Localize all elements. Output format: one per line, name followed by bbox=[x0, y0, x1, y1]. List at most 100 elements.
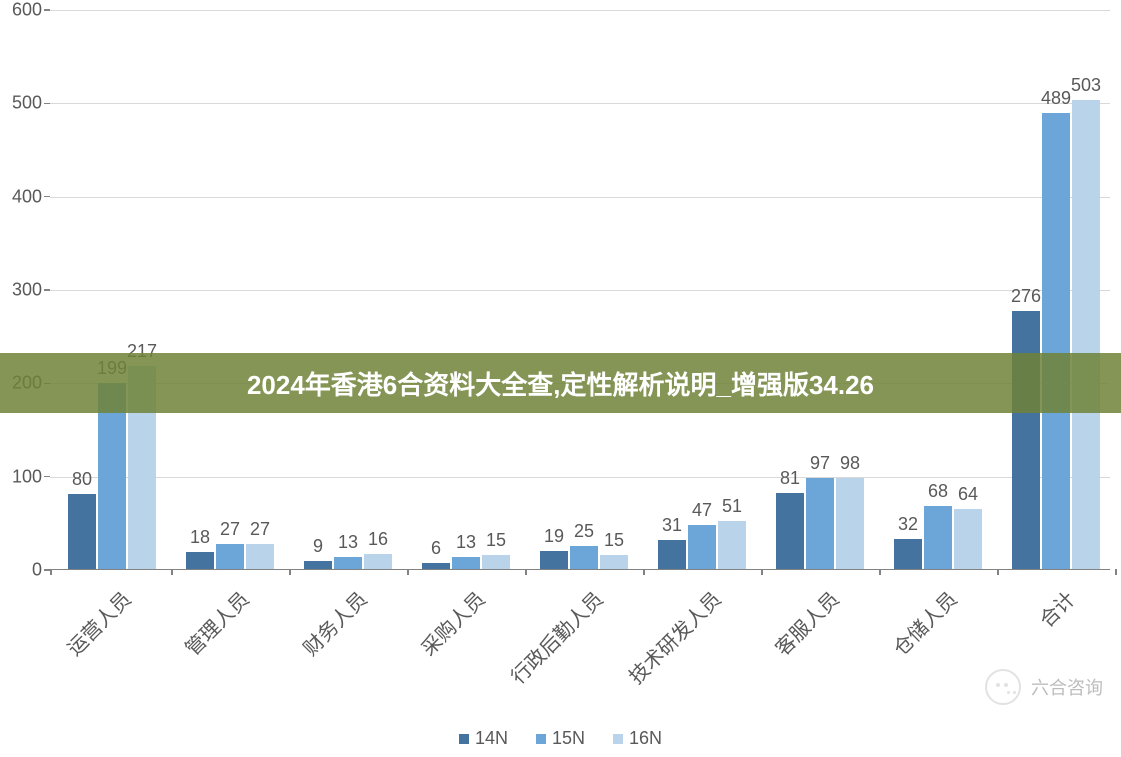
bar-value-label: 32 bbox=[898, 514, 918, 535]
y-tick-label: 0 bbox=[0, 560, 42, 581]
gridline bbox=[50, 10, 1110, 11]
gridline bbox=[50, 477, 1110, 478]
x-category-label: 技术研发人员 bbox=[621, 584, 726, 689]
bar bbox=[658, 540, 686, 569]
bar bbox=[1072, 100, 1100, 569]
gridline bbox=[50, 197, 1110, 198]
bar bbox=[924, 506, 952, 569]
x-category-label: 合计 bbox=[1032, 584, 1081, 633]
bar bbox=[806, 478, 834, 569]
x-tickmark bbox=[171, 569, 173, 575]
gridline bbox=[50, 290, 1110, 291]
y-tick-label: 400 bbox=[0, 186, 42, 207]
x-tickmark bbox=[1115, 569, 1117, 575]
y-tick-label: 500 bbox=[0, 93, 42, 114]
bar-value-label: 97 bbox=[810, 453, 830, 474]
bar bbox=[570, 546, 598, 569]
bar bbox=[334, 557, 362, 569]
y-tick-label: 100 bbox=[0, 466, 42, 487]
x-category-label: 运营人员 bbox=[59, 584, 136, 661]
bar-value-label: 19 bbox=[544, 526, 564, 547]
bar-value-label: 15 bbox=[604, 530, 624, 551]
bar bbox=[68, 494, 96, 569]
bar-value-label: 81 bbox=[780, 468, 800, 489]
x-tickmark bbox=[407, 569, 409, 575]
x-tickmark bbox=[879, 569, 881, 575]
bar-value-label: 98 bbox=[840, 453, 860, 474]
x-category-label: 采购人员 bbox=[413, 584, 490, 661]
legend-label: 14N bbox=[475, 728, 508, 749]
bar-value-label: 27 bbox=[220, 519, 240, 540]
bar-value-label: 13 bbox=[456, 532, 476, 553]
bar bbox=[954, 509, 982, 569]
x-category-label: 财务人员 bbox=[295, 584, 372, 661]
bar bbox=[894, 539, 922, 569]
plot-area: 010020030040050060080199217运营人员182727管理人… bbox=[50, 10, 1110, 570]
x-tickmark bbox=[761, 569, 763, 575]
wechat-icon bbox=[985, 669, 1021, 705]
bar-value-label: 68 bbox=[928, 481, 948, 502]
bar-value-label: 18 bbox=[190, 527, 210, 548]
bar bbox=[776, 493, 804, 569]
legend-item-15n: 15N bbox=[536, 728, 585, 749]
x-tickmark bbox=[997, 569, 999, 575]
bar bbox=[600, 555, 628, 569]
bar bbox=[836, 478, 864, 569]
bar bbox=[186, 552, 214, 569]
bar bbox=[422, 563, 450, 569]
y-tickmark bbox=[44, 289, 50, 291]
bar-value-label: 276 bbox=[1011, 286, 1041, 307]
bar bbox=[1012, 311, 1040, 569]
banner-text: 2024年香港6合资料大全查,定性解析说明_增强版34.26 bbox=[247, 365, 874, 402]
y-tickmark bbox=[44, 9, 50, 11]
watermark: 六合咨询 bbox=[985, 669, 1103, 705]
bar-value-label: 6 bbox=[431, 538, 441, 559]
bar-value-label: 503 bbox=[1071, 75, 1101, 96]
legend-label: 15N bbox=[552, 728, 585, 749]
y-tick-label: 600 bbox=[0, 0, 42, 21]
x-category-label: 仓储人员 bbox=[885, 584, 962, 661]
x-tickmark bbox=[50, 569, 52, 575]
legend-swatch-icon bbox=[459, 734, 469, 744]
y-tickmark bbox=[44, 196, 50, 198]
legend-swatch-icon bbox=[613, 734, 623, 744]
x-category-label: 管理人员 bbox=[177, 584, 254, 661]
x-category-label: 客服人员 bbox=[767, 584, 844, 661]
bar bbox=[1042, 113, 1070, 569]
bar bbox=[304, 561, 332, 569]
y-tickmark bbox=[44, 103, 50, 105]
bar-value-label: 15 bbox=[486, 530, 506, 551]
bar bbox=[246, 544, 274, 569]
gridline bbox=[50, 103, 1110, 104]
legend-item-16n: 16N bbox=[613, 728, 662, 749]
bar-value-label: 489 bbox=[1041, 88, 1071, 109]
bar bbox=[718, 521, 746, 569]
bar bbox=[452, 557, 480, 569]
chart-wrapper: 010020030040050060080199217运营人员182727管理人… bbox=[0, 0, 1121, 757]
bar-value-label: 9 bbox=[313, 536, 323, 557]
bar-value-label: 31 bbox=[662, 515, 682, 536]
bar bbox=[540, 551, 568, 569]
bar bbox=[688, 525, 716, 569]
bar bbox=[482, 555, 510, 569]
legend-label: 16N bbox=[629, 728, 662, 749]
bar-value-label: 27 bbox=[250, 519, 270, 540]
bar bbox=[216, 544, 244, 569]
bar-value-label: 16 bbox=[368, 529, 388, 550]
x-category-label: 行政后勤人员 bbox=[503, 584, 608, 689]
legend-swatch-icon bbox=[536, 734, 546, 744]
bar-value-label: 80 bbox=[72, 469, 92, 490]
watermark-text: 六合咨询 bbox=[1031, 674, 1103, 700]
bar bbox=[364, 554, 392, 569]
bar-value-label: 25 bbox=[574, 521, 594, 542]
bar-value-label: 64 bbox=[958, 484, 978, 505]
legend: 14N 15N 16N bbox=[0, 728, 1121, 749]
bar-value-label: 13 bbox=[338, 532, 358, 553]
y-tick-label: 300 bbox=[0, 280, 42, 301]
bar-value-label: 47 bbox=[692, 500, 712, 521]
x-tickmark bbox=[289, 569, 291, 575]
overlay-banner: 2024年香港6合资料大全查,定性解析说明_增强版34.26 bbox=[0, 353, 1121, 413]
y-tickmark bbox=[44, 476, 50, 478]
bar-value-label: 51 bbox=[722, 496, 742, 517]
legend-item-14n: 14N bbox=[459, 728, 508, 749]
